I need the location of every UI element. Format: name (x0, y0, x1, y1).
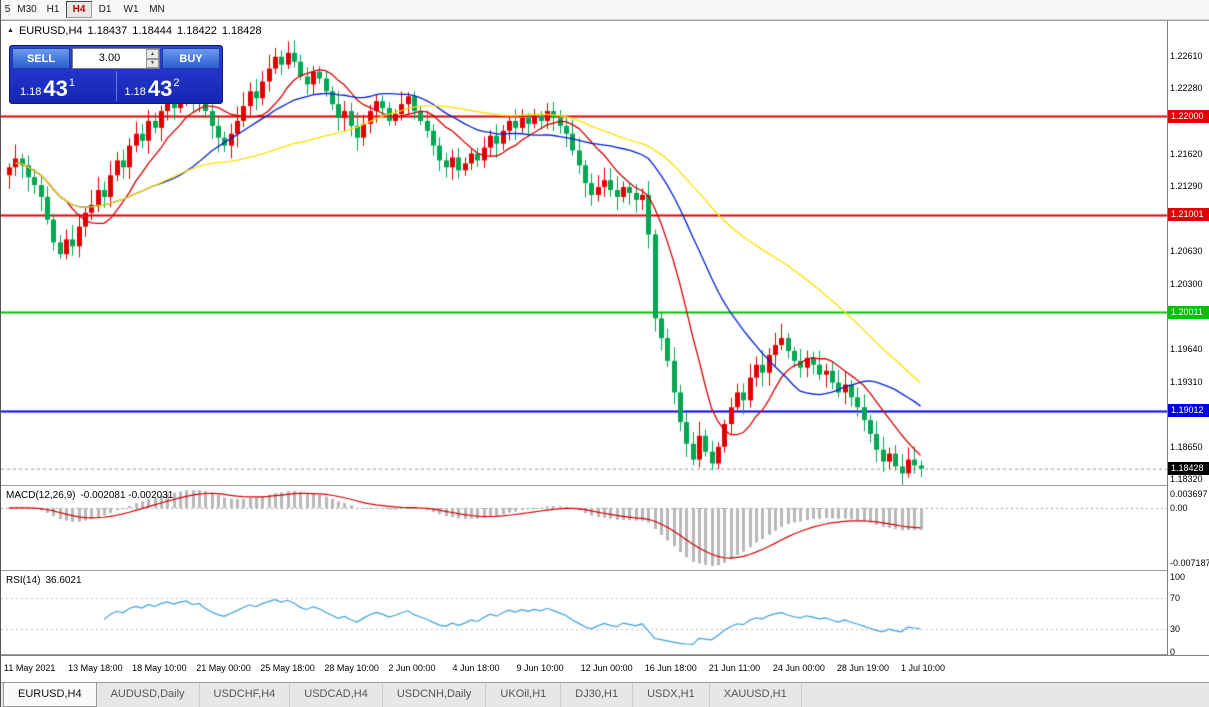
price-axis[interactable]: 1.22610 1.22280 1.21620 1.21290 1.20630 1.203… (1167, 21, 1209, 657)
chart-tab-bar: EURUSD,H4 AUDUSD,Daily USDCHF,H4 USDCAD,… (1, 682, 1209, 707)
tab-usdcad-h4[interactable]: USDCAD,H4 (290, 683, 383, 707)
rsi-title: RSI(14) (6, 575, 41, 586)
sell-price-big: 43 (43, 76, 68, 101)
lot-size-field[interactable]: 3.00 ▲ ▼ (72, 48, 160, 69)
timeframe-toolbar: 5 M30 H1 H4 D1 W1 MN (1, 0, 1209, 20)
macd-axis-tick: 0.00 (1170, 502, 1188, 513)
price-axis-tick: 1.21620 (1170, 148, 1203, 159)
time-axis-label: 18 May 10:00 (132, 663, 187, 673)
rsi-axis-tick: 30 (1170, 623, 1181, 634)
time-axis-label: 21 Jun 11:00 (708, 663, 761, 673)
price-axis-tick: 1.20300 (1170, 278, 1203, 289)
sell-price-sup: 1 (68, 77, 76, 89)
timeframe-d1-button[interactable]: D1 (92, 1, 118, 18)
price-axis-tick: 1.20630 (1170, 246, 1203, 257)
rsi-value: 36.6021 (45, 575, 82, 586)
one-click-trading-panel: SELL 3.00 ▲ ▼ BUY 1.18 43 1 1.18 (9, 45, 223, 104)
chart-window: ▲ EURUSD,H4 1.18437 1.18444 1.18422 1.18428 S… (1, 20, 1209, 683)
level-price-tag: 1.22000 (1168, 109, 1209, 123)
macd-axis-tick: -0.007187 (1170, 558, 1209, 568)
level-price-tag: 1.19012 (1168, 404, 1209, 418)
sell-button[interactable]: SELL (12, 48, 70, 69)
timeframe-m5-button[interactable]: 5 (1, 1, 14, 18)
tab-ukoil-h1[interactable]: UKOil,H1 (486, 683, 562, 707)
time-axis-label: 4 Jun 18:00 (452, 663, 500, 673)
time-axis[interactable]: 11 May 2021 13 May 18:00 18 May 10:00 21 Ma… (1, 655, 1209, 683)
macd-axis-tick: 0.003697 (1170, 489, 1208, 499)
lot-spinner: ▲ ▼ (146, 49, 159, 68)
price-axis-tick: 1.18650 (1170, 441, 1203, 452)
buy-price-big: 43 (147, 76, 173, 101)
pane-divider[interactable] (1, 570, 1209, 571)
rsi-axis-tick: 0 (1170, 647, 1176, 657)
time-axis-label: 16 Jun 18:00 (644, 663, 697, 673)
time-axis-label: 11 May 2021 (4, 663, 56, 673)
macd-values: -0.002081 -0.002031 (80, 490, 174, 501)
quote-open: 1.18437 (87, 25, 128, 37)
macd-title: MACD(12,26,9) (6, 490, 76, 501)
tab-eurusd-h4[interactable]: EURUSD,H4 (3, 683, 97, 707)
quote-close: 1.18428 (221, 25, 262, 37)
symbol-marker-icon: ▲ (7, 27, 14, 34)
rsi-axis-tick: 100 (1170, 572, 1186, 582)
tab-usdchf-h4[interactable]: USDCHF,H4 (200, 683, 291, 707)
time-axis-label: 9 Jun 10:00 (516, 663, 564, 673)
rsi-axis-tick: 70 (1170, 593, 1181, 604)
time-axis-label: 13 May 18:00 (68, 663, 123, 673)
sell-price-prefix: 1.18 (20, 86, 42, 98)
tab-usdx-h1[interactable]: USDX,H1 (633, 683, 710, 707)
tab-xauusd-h1[interactable]: XAUUSD,H1 (710, 683, 802, 707)
time-axis-label: 1 Jul 10:00 (900, 663, 946, 673)
quote-header: ▲ EURUSD,H4 1.18437 1.18444 1.18422 1.18428 (7, 25, 267, 37)
macd-label: MACD(12,26,9) -0.002081 -0.002031 (6, 490, 173, 501)
timeframe-m30-button[interactable]: M30 (14, 1, 40, 18)
last-price-tag: 1.18428 (1168, 462, 1209, 476)
timeframe-h4-button[interactable]: H4 (66, 1, 92, 18)
symbol-name: EURUSD,H4 (18, 25, 83, 37)
buy-price-prefix: 1.18 (124, 86, 146, 98)
tab-dj30-h1[interactable]: DJ30,H1 (561, 683, 634, 707)
time-axis-label: 12 Jun 00:00 (580, 663, 633, 673)
buy-button[interactable]: BUY (162, 48, 220, 69)
timeframe-h1-button[interactable]: H1 (40, 1, 66, 18)
price-axis-tick: 1.22610 (1170, 50, 1203, 61)
quote-high: 1.18444 (132, 25, 173, 37)
tab-usdcnh-daily[interactable]: USDCNH,Daily (383, 683, 487, 707)
time-axis-label: 24 Jun 00:00 (772, 663, 825, 673)
time-axis-label: 28 Jun 19:00 (836, 663, 889, 673)
pane-divider[interactable] (1, 654, 1209, 655)
pane-divider[interactable] (1, 485, 1209, 486)
lot-increase-button[interactable]: ▲ (146, 49, 159, 59)
level-price-tag: 1.21001 (1168, 208, 1209, 222)
macd-pane-canvas[interactable] (1, 486, 1167, 570)
time-axis-label: 2 Jun 00:00 (388, 663, 436, 673)
tab-audusd-daily[interactable]: AUDUSD,Daily (97, 683, 200, 707)
price-axis-tick: 1.19640 (1170, 343, 1203, 354)
time-axis-label: 21 May 00:00 (196, 663, 251, 673)
sell-price-display[interactable]: 1.18 43 1 (12, 71, 116, 101)
level-price-tag: 1.20011 (1168, 305, 1209, 319)
quote-low: 1.18422 (177, 25, 217, 37)
timeframe-w1-button[interactable]: W1 (118, 1, 144, 18)
price-axis-tick: 1.22280 (1170, 83, 1203, 94)
buy-price-sup: 2 (173, 77, 180, 89)
buy-price-display[interactable]: 1.18 43 2 (115, 71, 221, 101)
price-axis-tick: 1.18320 (1170, 474, 1203, 485)
price-axis-tick: 1.21290 (1170, 181, 1203, 192)
time-axis-label: 28 May 10:00 (324, 663, 379, 673)
timeframe-mn-button[interactable]: MN (144, 1, 170, 18)
rsi-pane-canvas[interactable] (1, 571, 1167, 655)
price-axis-tick: 1.19310 (1170, 376, 1203, 387)
rsi-label: RSI(14) 36.6021 (6, 575, 82, 586)
time-axis-label: 25 May 18:00 (260, 663, 315, 673)
lot-size-value[interactable]: 3.00 (98, 52, 121, 64)
lot-decrease-button[interactable]: ▼ (146, 58, 159, 68)
